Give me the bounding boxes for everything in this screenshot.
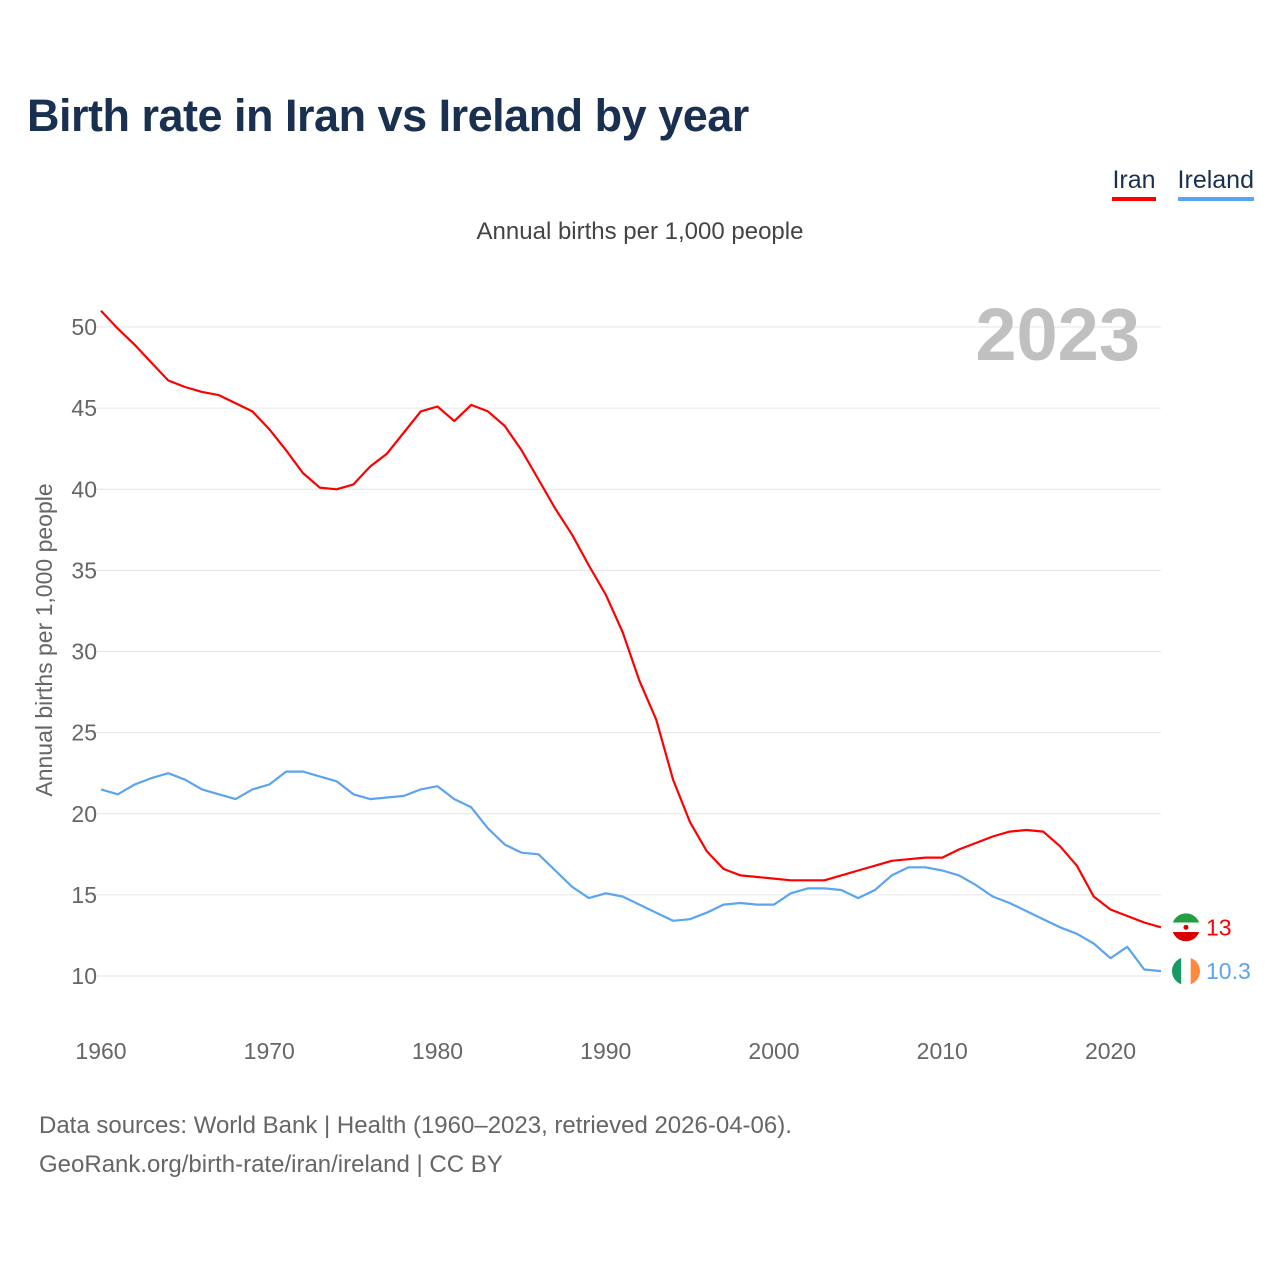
y-tick-label: 35 xyxy=(71,557,97,583)
x-tick-label: 1960 xyxy=(75,1038,126,1064)
chart-title: Birth rate in Iran vs Ireland by year xyxy=(27,90,749,141)
footer: Data sources: World Bank | Health (1960–… xyxy=(39,1106,792,1184)
x-tick-label: 1980 xyxy=(412,1038,463,1064)
legend: Iran Ireland xyxy=(1112,166,1254,201)
ireland-flag-icon xyxy=(1172,957,1200,986)
y-axis-label: Annual births per 1,000 people xyxy=(31,483,57,796)
data-source: Data sources: World Bank | Health (1960–… xyxy=(39,1112,792,1139)
source-link[interactable]: GeoRank.org/birth-rate/iran/ireland | CC… xyxy=(39,1151,503,1178)
legend-item-ireland[interactable]: Ireland xyxy=(1177,166,1254,201)
y-tick-label: 15 xyxy=(71,882,97,908)
iran-flag-icon xyxy=(1172,913,1200,942)
y-tick-label: 40 xyxy=(71,476,97,502)
series-line-iran[interactable] xyxy=(100,310,1162,929)
year-watermark: 2023 xyxy=(975,293,1140,376)
x-tick-label: 1970 xyxy=(244,1038,295,1064)
x-tick-label: 1990 xyxy=(580,1038,631,1064)
y-tick-label: 10 xyxy=(71,963,97,989)
y-tick-label: 20 xyxy=(71,801,97,827)
x-tick-label: 2010 xyxy=(917,1038,968,1064)
series-line-ireland[interactable] xyxy=(100,770,1162,973)
y-tick-label: 30 xyxy=(71,639,97,665)
end-value-label-iran: 13 xyxy=(1206,914,1232,940)
y-tick-label: 50 xyxy=(71,314,97,340)
legend-item-iran[interactable]: Iran xyxy=(1112,166,1156,201)
x-tick-label: 2000 xyxy=(748,1038,799,1064)
x-tick-label: 2020 xyxy=(1085,1038,1136,1064)
end-value-label-ireland: 10.3 xyxy=(1206,958,1251,984)
chart-subtitle: Annual births per 1,000 people xyxy=(476,218,804,245)
y-tick-label: 25 xyxy=(71,720,97,746)
y-tick-label: 45 xyxy=(71,395,97,421)
